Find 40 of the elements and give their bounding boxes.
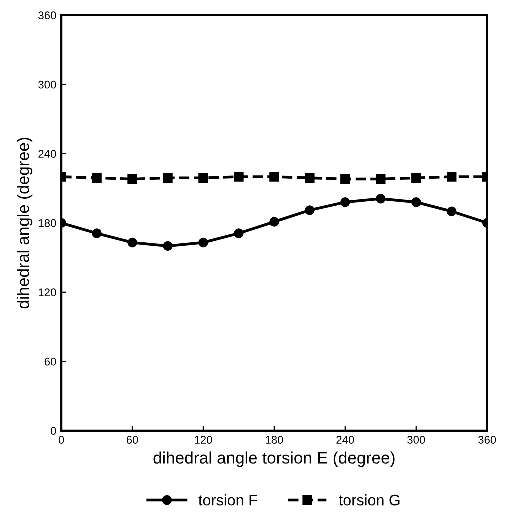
point [198, 238, 208, 248]
point [305, 206, 315, 216]
point [270, 217, 280, 227]
point [447, 206, 457, 216]
point [412, 173, 422, 183]
point [163, 173, 173, 183]
x-tick-label: 0 [58, 436, 64, 444]
x-tick-label: 60 [126, 436, 138, 444]
y-tick-label: 300 [38, 80, 56, 89]
point [128, 174, 138, 184]
x-tick-label: 240 [336, 436, 354, 444]
x-axis-title: dihedral angle torsion E (degree) [154, 452, 395, 468]
point [234, 228, 244, 238]
point [128, 238, 138, 248]
point [270, 172, 280, 182]
point [340, 174, 350, 184]
point [163, 241, 173, 252]
x-tick-label: 360 [478, 436, 496, 444]
y-axis-title: dihedral angle (degree) [17, 138, 33, 309]
y-tick-label: 180 [39, 219, 56, 228]
point [305, 173, 315, 183]
point [92, 228, 102, 238]
point [234, 172, 244, 182]
point [412, 198, 422, 208]
x-tick-label: 120 [195, 436, 212, 444]
legend-label: torsion G [339, 494, 400, 506]
legend-label: torsion F [198, 494, 258, 506]
y-tick-label: 120 [39, 288, 56, 297]
point [376, 194, 386, 204]
point [340, 198, 350, 208]
point [92, 173, 102, 183]
y-tick-label: 360 [38, 12, 56, 20]
point [198, 173, 208, 183]
x-tick-label: 180 [266, 436, 284, 444]
point [447, 172, 457, 182]
x-tick-label: 300 [408, 436, 426, 444]
point [376, 174, 386, 184]
y-tick-label: 0 [50, 427, 56, 436]
y-tick-label: 60 [44, 358, 56, 366]
y-tick-label: 240 [38, 150, 56, 158]
